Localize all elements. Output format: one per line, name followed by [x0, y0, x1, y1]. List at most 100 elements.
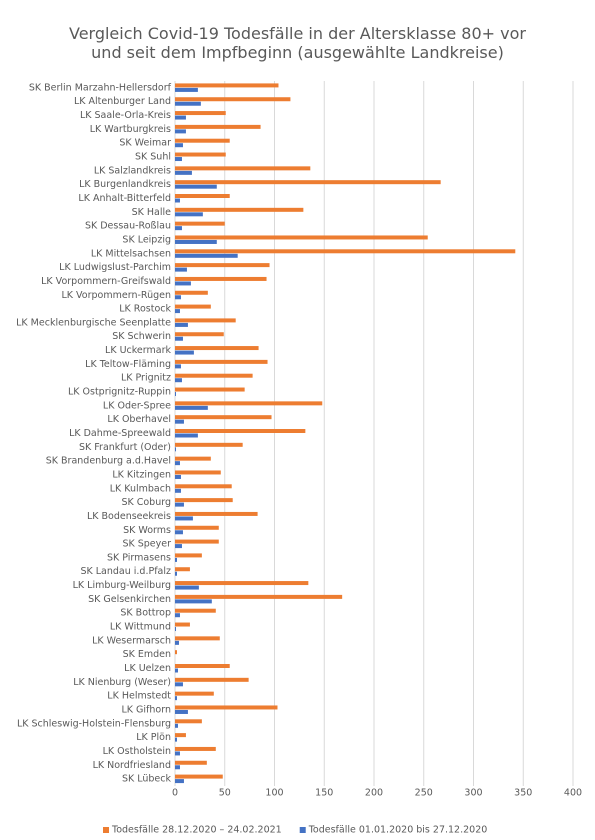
legend-swatch — [103, 827, 109, 833]
bar — [175, 170, 192, 175]
bar — [175, 608, 216, 613]
bar — [175, 194, 230, 198]
bar — [175, 709, 188, 714]
bar — [175, 373, 253, 378]
bar — [175, 276, 267, 281]
bar — [175, 221, 225, 226]
x-tick-label: 250 — [415, 788, 433, 799]
bar — [175, 779, 184, 784]
bar — [175, 557, 177, 562]
bar — [175, 336, 183, 341]
bar — [175, 696, 177, 701]
y-tick-label: SK Halle — [132, 207, 172, 218]
bar — [175, 184, 217, 189]
y-tick-label: LK Nordfriesland — [93, 760, 171, 771]
bar — [175, 627, 176, 632]
y-tick-label: LK Nienburg (Weser) — [73, 677, 171, 688]
y-tick-label: LK Ostprignitz-Ruppin — [68, 387, 171, 398]
bar — [175, 498, 233, 503]
bar — [175, 226, 182, 231]
y-tick-label: SK Berlin Marzahn-Hellersdorf — [29, 82, 172, 93]
bar — [175, 198, 180, 203]
bar — [175, 101, 201, 106]
y-tick-label: LK Uckermark — [105, 345, 171, 356]
bar — [175, 581, 309, 586]
bar — [175, 613, 180, 618]
bar — [175, 502, 184, 507]
bar — [175, 774, 223, 779]
bar — [175, 594, 343, 599]
bar — [175, 346, 259, 351]
y-tick-label: SK Worms — [123, 525, 171, 536]
bar — [175, 636, 220, 641]
y-tick-label: SK Dessau-Roßlau — [85, 221, 171, 232]
bar — [175, 249, 516, 254]
x-tick-label: 150 — [315, 788, 333, 799]
y-tick-label: SK Emden — [123, 649, 171, 660]
bar — [175, 723, 178, 728]
y-tick-label: LK Salzlandkreis — [94, 165, 171, 176]
bar — [175, 304, 211, 309]
bar — [175, 87, 198, 92]
y-tick-label: LK Oder-Spree — [103, 400, 171, 411]
y-tick-label: SK Pirmasens — [107, 552, 171, 563]
bar — [175, 332, 224, 337]
bar — [175, 544, 182, 549]
bar — [175, 447, 176, 452]
y-tick-label: LK Ostholstein — [103, 746, 171, 757]
bar — [175, 760, 207, 765]
bar — [175, 682, 183, 687]
bar — [175, 530, 183, 535]
bar — [175, 470, 221, 475]
bar — [175, 622, 190, 627]
bar — [175, 488, 181, 493]
bar — [175, 585, 199, 590]
y-tick-label: LK Bodenseekreis — [87, 511, 171, 522]
bar — [175, 322, 188, 327]
x-tick-label: 200 — [365, 788, 383, 799]
bar — [175, 239, 217, 244]
bar — [175, 267, 187, 272]
bar — [175, 405, 208, 410]
bar — [175, 364, 181, 369]
y-tick-label: LK Dahme-Spreewald — [69, 428, 171, 439]
bar — [175, 705, 278, 710]
x-tick-label: 100 — [265, 788, 283, 799]
y-tick-label: SK Bottrop — [120, 608, 171, 619]
bar — [175, 737, 177, 742]
bar — [175, 152, 226, 157]
y-tick-label: SK Frankfurt (Oder) — [79, 442, 171, 453]
y-tick-label: LK Altenburger Land — [74, 96, 171, 107]
bar — [175, 318, 236, 323]
y-tick-label: LK Prignitz — [121, 373, 171, 384]
bar — [175, 129, 186, 134]
y-tick-label: LK Ludwigslust-Parchim — [59, 262, 171, 273]
chart-title: Vergleich Covid-19 Todesfälle in der Alt… — [68, 24, 526, 62]
y-tick-label: LK Burgenlandkreis — [79, 179, 171, 190]
bar — [175, 253, 238, 258]
y-tick-label: LK Anhalt-Bitterfeld — [78, 193, 171, 204]
bar — [175, 124, 261, 129]
bar — [175, 442, 243, 447]
bar — [175, 115, 186, 120]
bar — [175, 235, 428, 240]
bar — [175, 263, 270, 268]
bar — [175, 295, 181, 300]
bar — [175, 359, 268, 364]
bar — [175, 599, 212, 604]
y-tick-label: LK Wittmund — [110, 622, 171, 633]
bar — [175, 571, 177, 576]
y-tick-label: LK Plön — [136, 732, 171, 743]
legend-label: Todesfälle 28.12.2020 – 24.02.2021 — [111, 825, 282, 836]
bar — [175, 433, 198, 438]
y-tick-label: LK Wesermarsch — [92, 635, 171, 646]
bar — [175, 511, 258, 516]
bar — [175, 97, 291, 102]
y-tick-label: LK Saale-Orla-Kreis — [80, 110, 171, 121]
bar — [175, 143, 183, 148]
y-tick-label: SK Lübeck — [122, 774, 172, 785]
bar — [175, 664, 230, 668]
bar — [175, 157, 182, 162]
